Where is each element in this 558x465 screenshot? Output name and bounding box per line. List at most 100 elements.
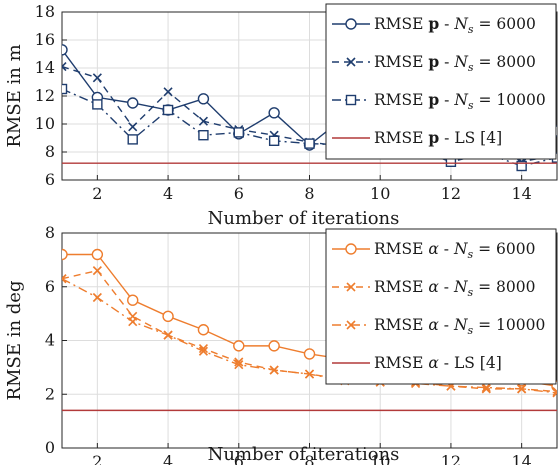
data-point xyxy=(163,330,173,340)
data-point xyxy=(268,107,280,119)
data-point xyxy=(127,294,139,306)
y-axis-label: RMSE in m xyxy=(4,44,25,147)
x-tick-label: 12 xyxy=(441,184,461,203)
y-tick-label: 16 xyxy=(35,30,55,49)
y-tick-label: 2 xyxy=(45,384,55,403)
x-tick-label: 6 xyxy=(234,184,244,203)
x-tick-label: 2 xyxy=(92,184,102,203)
data-point xyxy=(346,57,356,67)
data-point xyxy=(197,93,210,105)
data-point xyxy=(345,18,357,30)
data-point xyxy=(198,343,208,354)
legend-entry: RMSE p - Ns = 10000 xyxy=(332,90,546,112)
data-point xyxy=(127,97,139,109)
data-point xyxy=(268,135,280,147)
data-point xyxy=(92,266,102,276)
data-point xyxy=(91,248,104,261)
data-point xyxy=(162,310,174,323)
legend: RMSE p - Ns = 6000 RMSE p - Ns = 8000 RMSE… xyxy=(325,3,557,160)
data-point xyxy=(62,274,67,284)
x-tick-label: 6 xyxy=(234,452,244,465)
x-tick-label: 8 xyxy=(304,184,314,203)
x-tick-label: 4 xyxy=(163,452,173,465)
y-tick-label: 6 xyxy=(45,277,55,296)
legend: RMSE α - Ns = 6000 RMSE α - Ns = 8000 RMSE… xyxy=(325,228,557,385)
data-point xyxy=(345,243,357,255)
legend-entry: RMSE α - Ns = 10000 xyxy=(332,316,545,337)
data-point xyxy=(304,138,315,149)
x-tick-label: 12 xyxy=(441,452,461,465)
legend-label: RMSE p - Ns = 6000 xyxy=(374,14,536,36)
data-point xyxy=(345,94,357,106)
data-point xyxy=(346,320,356,330)
y-tick-label: 6 xyxy=(45,170,55,189)
x-tick-label: 10 xyxy=(370,184,390,203)
chart-panel-1: 2 4 6 8 10 12 14 6 8 10 12 14 16 18 Number of iteratio… xyxy=(4,2,558,229)
data-point xyxy=(268,340,280,352)
legend-label: RMSE α - LS [4] xyxy=(374,354,502,372)
data-point xyxy=(92,73,102,83)
legend-entry: RMSE α - Ns = 6000 xyxy=(332,240,535,261)
data-point xyxy=(127,134,138,145)
data-point xyxy=(481,382,491,393)
data-point xyxy=(128,122,138,132)
legend-entry: RMSE p - LS [4] xyxy=(332,128,502,147)
data-point xyxy=(162,104,174,116)
legend-label: RMSE p - Ns = 8000 xyxy=(374,52,536,74)
x-tick-label: 10 xyxy=(370,452,390,465)
data-point xyxy=(346,282,356,292)
legend-label: RMSE p - LS [4] xyxy=(374,128,502,147)
y-tick-label: 8 xyxy=(45,142,55,161)
data-point xyxy=(62,248,68,261)
y-axis-label: RMSE in deg xyxy=(4,281,25,401)
data-point xyxy=(92,99,103,110)
data-point xyxy=(62,83,68,95)
data-point xyxy=(552,388,557,398)
x-tick-label: 4 xyxy=(163,184,173,203)
x-tick-label: 14 xyxy=(511,452,531,465)
data-point xyxy=(128,317,138,327)
y-tick-label: 0 xyxy=(45,438,55,457)
y-tick-label: 4 xyxy=(45,331,55,350)
legend-entry: RMSE α - LS [4] xyxy=(332,354,502,372)
data-point xyxy=(62,44,68,56)
data-point xyxy=(303,348,316,360)
data-point xyxy=(92,292,102,303)
x-tick-label: 2 xyxy=(92,452,102,465)
y-tick-label: 14 xyxy=(35,58,55,77)
data-point xyxy=(163,87,173,97)
legend-entry: RMSE p - Ns = 6000 xyxy=(332,14,536,36)
x-tick-label: 14 xyxy=(511,184,531,203)
legend-entry: RMSE p - Ns = 8000 xyxy=(332,52,536,74)
data-point xyxy=(234,360,244,370)
x-axis-label: Number of iterations xyxy=(208,444,400,465)
legend-entry: RMSE α - Ns = 8000 xyxy=(332,278,535,299)
legend-label: RMSE α - Ns = 6000 xyxy=(374,240,535,261)
legend-label: RMSE α - Ns = 8000 xyxy=(374,278,535,299)
y-tick-label: 18 xyxy=(35,2,55,21)
data-point xyxy=(198,116,208,126)
data-point xyxy=(233,340,245,352)
data-point xyxy=(516,160,527,172)
legend-box xyxy=(325,3,557,160)
data-point xyxy=(198,129,209,141)
data-point xyxy=(233,127,244,138)
data-point xyxy=(304,369,315,379)
legend-box xyxy=(325,228,557,385)
data-point xyxy=(269,365,279,375)
y-tick-label: 10 xyxy=(35,114,55,133)
data-point xyxy=(481,384,491,394)
data-point xyxy=(62,62,67,72)
y-tick-label: 12 xyxy=(35,86,55,105)
data-point xyxy=(197,324,210,336)
legend-label: RMSE α - Ns = 10000 xyxy=(374,316,545,337)
series-line xyxy=(62,88,557,167)
data-point xyxy=(552,386,557,397)
legend-label: RMSE p - Ns = 10000 xyxy=(374,90,546,112)
data-point xyxy=(517,384,527,394)
data-point xyxy=(198,346,208,356)
x-tick-label: 8 xyxy=(304,452,314,465)
x-axis-label: Number of iterations xyxy=(208,208,400,229)
